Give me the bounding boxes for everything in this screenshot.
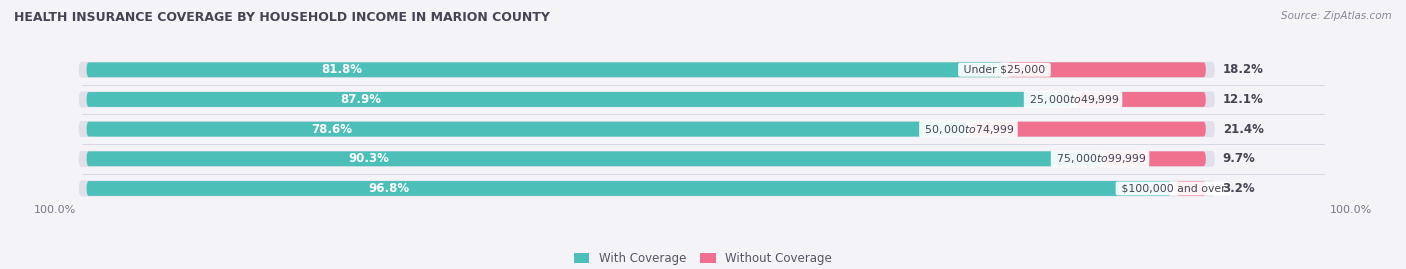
FancyBboxPatch shape [79,121,1215,137]
FancyBboxPatch shape [1077,92,1206,107]
Text: $75,000 to $99,999: $75,000 to $99,999 [1053,152,1147,165]
FancyBboxPatch shape [79,91,1215,107]
FancyBboxPatch shape [87,181,1171,196]
FancyBboxPatch shape [87,92,1071,107]
Text: HEALTH INSURANCE COVERAGE BY HOUSEHOLD INCOME IN MARION COUNTY: HEALTH INSURANCE COVERAGE BY HOUSEHOLD I… [14,11,550,24]
FancyBboxPatch shape [87,62,1002,77]
Text: 21.4%: 21.4% [1223,123,1264,136]
Text: 18.2%: 18.2% [1223,63,1264,76]
Legend: With Coverage, Without Coverage: With Coverage, Without Coverage [574,252,832,265]
FancyBboxPatch shape [1008,62,1206,77]
FancyBboxPatch shape [972,122,1206,137]
FancyBboxPatch shape [87,122,966,137]
Text: 9.7%: 9.7% [1223,152,1256,165]
Text: $25,000 to $49,999: $25,000 to $49,999 [1026,93,1121,106]
FancyBboxPatch shape [87,151,1098,166]
Text: $100,000 and over: $100,000 and over [1118,183,1229,193]
Text: 90.3%: 90.3% [349,152,389,165]
FancyBboxPatch shape [79,62,1215,78]
Text: $50,000 to $74,999: $50,000 to $74,999 [921,123,1015,136]
Text: 100.0%: 100.0% [1330,205,1372,215]
Text: 78.6%: 78.6% [311,123,353,136]
Text: Under $25,000: Under $25,000 [960,65,1049,75]
Text: 3.2%: 3.2% [1223,182,1256,195]
Text: 12.1%: 12.1% [1223,93,1264,106]
FancyBboxPatch shape [1104,151,1206,166]
FancyBboxPatch shape [79,180,1215,196]
Text: 87.9%: 87.9% [340,93,381,106]
Text: Source: ZipAtlas.com: Source: ZipAtlas.com [1281,11,1392,21]
Text: 100.0%: 100.0% [34,205,76,215]
FancyBboxPatch shape [79,151,1215,167]
Text: 81.8%: 81.8% [322,63,363,76]
Text: 96.8%: 96.8% [368,182,409,195]
FancyBboxPatch shape [1177,181,1206,196]
